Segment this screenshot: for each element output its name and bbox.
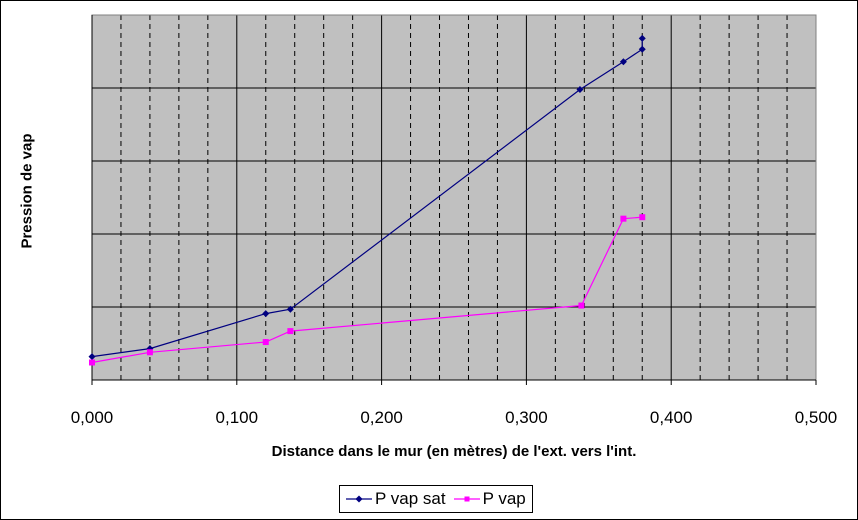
data-point-1 (578, 302, 585, 309)
data-point-0 (638, 45, 646, 53)
data-point-1 (287, 328, 294, 335)
legend: P vap sat P vap (339, 485, 533, 513)
data-point-1 (262, 339, 269, 346)
x-tick-label: 0,300 (505, 408, 548, 427)
data-point-0 (619, 58, 627, 66)
data-point-0 (262, 310, 270, 318)
x-tick-label: 0,400 (650, 408, 693, 427)
data-point-0 (576, 85, 584, 93)
data-point-0 (88, 353, 96, 361)
data-point-1 (639, 214, 646, 221)
x-tick-label: 0,200 (360, 408, 403, 427)
y-axis-label-text: Pression de vap (18, 133, 36, 249)
data-point-1 (146, 349, 153, 356)
x-tick-label: 0,500 (795, 408, 838, 427)
data-point-1 (89, 359, 95, 366)
legend-label-p-vap: P vap (482, 489, 526, 508)
legend-swatch-p-vap-sat (346, 495, 372, 503)
x-axis-label: Distance dans le mur (en mètres) de l'ex… (271, 443, 637, 460)
data-point-1 (620, 215, 627, 222)
legend-item-p-vap-sat: P vap sat (346, 489, 446, 509)
legend-swatch-p-vap (453, 496, 480, 502)
legend-item-p-vap: P vap (453, 489, 526, 509)
legend-label-p-vap-sat: P vap sat (375, 489, 446, 508)
plot-area (92, 15, 816, 380)
data-point-0 (638, 34, 646, 42)
data-point-0 (286, 305, 294, 313)
series-line-0 (91, 38, 643, 358)
x-tick-label: 0,100 (216, 408, 259, 427)
x-tick-label: 0,000 (71, 408, 114, 427)
